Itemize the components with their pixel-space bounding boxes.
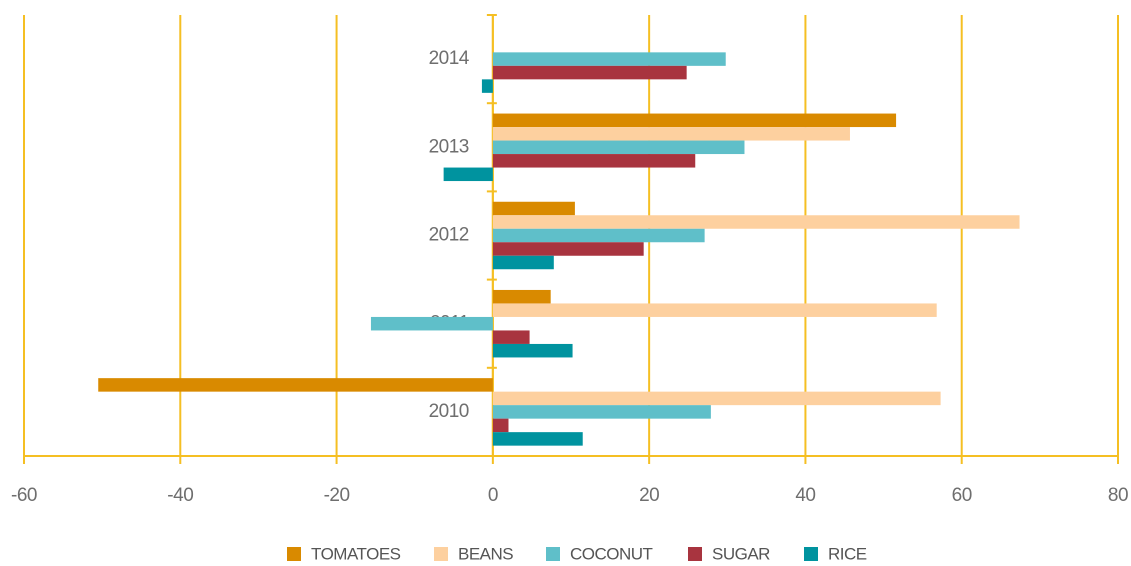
bar [492, 255, 554, 270]
legend-label: RICE [828, 544, 867, 563]
y-tick-label: 2014 [429, 48, 470, 69]
x-tick-label: 80 [1108, 485, 1128, 506]
legend-label: SUGAR [712, 544, 770, 563]
bar [492, 343, 573, 358]
bar [492, 405, 711, 419]
legend-swatch [434, 547, 448, 561]
x-tick-label: -60 [11, 485, 37, 506]
y-tick-label: 2010 [429, 401, 469, 422]
bar [492, 418, 509, 433]
bar [98, 378, 493, 392]
bar [492, 242, 644, 256]
bar [492, 140, 745, 155]
bar [492, 113, 897, 128]
y-tick-label: 2012 [429, 225, 469, 246]
bar [492, 154, 696, 168]
bar [492, 201, 575, 216]
legend-label: COCONUT [570, 544, 653, 563]
bar [492, 228, 705, 243]
legend-label: BEANS [458, 544, 513, 563]
bar [492, 52, 726, 66]
legend-swatch [546, 547, 560, 561]
bar [443, 167, 493, 182]
legend-label: TOMATOES [311, 544, 401, 563]
bar [370, 316, 493, 331]
x-tick-label: -40 [167, 485, 193, 506]
y-tick-label: 2013 [429, 136, 469, 157]
bar [492, 127, 850, 141]
bar [492, 65, 687, 80]
bar [492, 215, 1020, 229]
bar [492, 330, 530, 344]
x-tick-label: 40 [795, 485, 815, 506]
x-tick-label: 0 [488, 485, 498, 506]
x-tick-label: 20 [639, 485, 659, 506]
legend-swatch [287, 547, 301, 561]
x-tick-label: 60 [952, 485, 972, 506]
legend-swatch [804, 547, 818, 561]
bar [492, 289, 551, 304]
legend-swatch [688, 547, 702, 561]
bar [492, 391, 941, 406]
bar [492, 303, 937, 317]
x-tick-label: -20 [324, 485, 350, 506]
bar [492, 432, 583, 446]
bar [481, 79, 493, 93]
